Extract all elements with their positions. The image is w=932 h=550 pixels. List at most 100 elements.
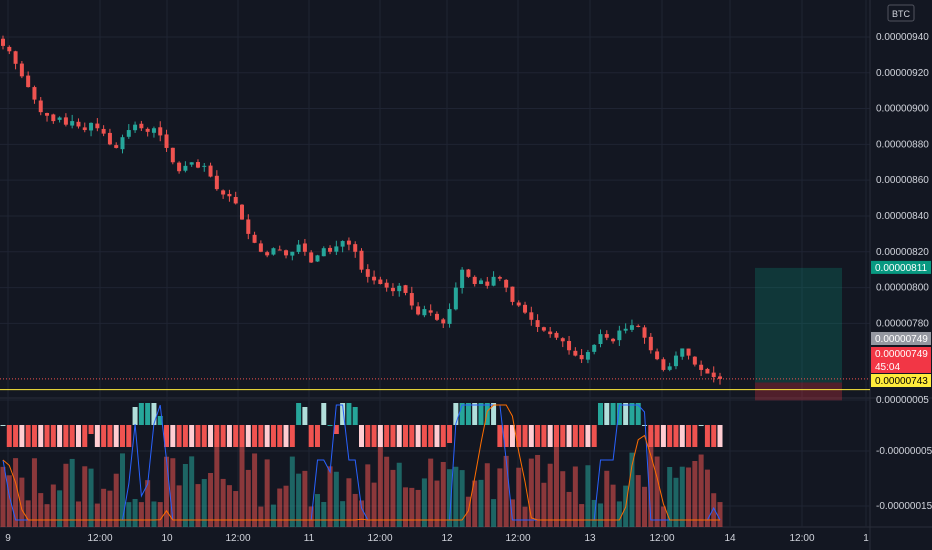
histogram-bar — [233, 425, 239, 447]
candle-body — [164, 134, 169, 148]
histogram-bar — [157, 416, 163, 425]
candle-body — [227, 193, 232, 197]
histogram-bar — [277, 425, 283, 447]
histogram-bar — [604, 403, 610, 425]
volume-bar — [327, 466, 333, 527]
histogram-bar — [252, 425, 258, 447]
histogram-bar — [57, 425, 63, 447]
candle-body — [359, 250, 364, 270]
volume-bar — [321, 501, 327, 527]
histogram-bar — [120, 425, 125, 447]
histogram-bar — [365, 425, 371, 447]
price-tick: 0.00000920 — [876, 68, 929, 79]
histogram-bar — [541, 425, 547, 447]
histogram-bar — [484, 403, 490, 425]
price-tick: 0.00000840 — [876, 211, 929, 222]
volume-bar — [585, 465, 591, 527]
candle-body — [284, 250, 289, 256]
volume-bar — [560, 471, 566, 527]
histogram-bar — [453, 403, 459, 425]
volume-bar — [75, 501, 81, 527]
candle-body — [479, 280, 483, 284]
histogram-bar — [384, 425, 390, 447]
volume-bar — [440, 461, 446, 527]
volume-bar — [384, 456, 390, 527]
histogram-bar — [132, 407, 138, 425]
volume-bar — [409, 487, 415, 527]
candle-body — [107, 132, 112, 145]
volume-bar — [692, 461, 698, 527]
volume-bar — [403, 487, 409, 527]
histogram-bar — [692, 425, 698, 447]
price-tags: 0.00000811 0.00000749 0.00000749 45:04 0.000… — [871, 260, 931, 387]
candle-body — [321, 248, 326, 257]
candle-body — [441, 319, 446, 324]
histogram-bar — [673, 425, 679, 447]
alert-line — [0, 378, 870, 391]
volume-bar — [629, 452, 635, 527]
volume-bar — [94, 503, 100, 527]
volume-bar — [535, 454, 541, 527]
volume-bar — [711, 493, 717, 527]
volume-bar — [277, 488, 283, 527]
histogram-bar — [101, 425, 107, 447]
volume-bar — [428, 458, 434, 527]
candle-body — [403, 285, 408, 293]
volume-bar — [359, 500, 364, 527]
candle-body — [516, 302, 521, 306]
histogram-bar — [679, 425, 685, 447]
volume-bar — [610, 484, 616, 527]
histogram-bar — [616, 403, 622, 425]
candle-body — [290, 251, 295, 256]
histogram-bar — [547, 425, 553, 447]
candle-body — [38, 100, 43, 113]
target-zone — [755, 267, 842, 383]
histogram-bar — [667, 425, 673, 447]
histogram-bar — [220, 425, 226, 447]
volume-bar — [434, 480, 440, 527]
candle-body — [642, 327, 647, 338]
candle-body — [529, 312, 534, 320]
candle-body — [598, 334, 603, 344]
histogram-bar — [283, 425, 289, 447]
histogram-bar — [491, 403, 497, 425]
price-tag-label: 0.00000749 — [875, 334, 928, 345]
macd-axis: 0.00000005 -0.00000005 -0.00000015 — [876, 395, 932, 512]
histogram-bar — [390, 425, 396, 447]
histogram-bar — [195, 425, 201, 447]
volume-bar — [497, 468, 503, 527]
price-tag — [871, 260, 931, 274]
histogram-bar — [321, 403, 327, 425]
volume-bar — [189, 456, 195, 527]
candle-body — [409, 293, 414, 306]
volume-bar — [371, 482, 377, 527]
histogram-bar — [717, 425, 723, 447]
volume-bar — [220, 478, 226, 527]
macd-tick: -0.00000015 — [876, 501, 932, 512]
volume-bar — [704, 469, 710, 527]
histogram-bar — [704, 425, 710, 447]
volume-bar — [176, 485, 182, 527]
candle-body — [158, 127, 163, 136]
histogram-bar — [434, 425, 440, 447]
volume-bar — [679, 466, 685, 527]
volume-bar — [296, 473, 302, 527]
histogram-bar — [82, 425, 88, 447]
price-tag — [871, 347, 931, 373]
candle-body — [277, 249, 282, 251]
histogram-bar — [113, 425, 119, 447]
histogram-bar — [19, 425, 25, 447]
volume-bar — [270, 504, 276, 527]
volume-bar — [289, 456, 295, 527]
histogram-bar — [371, 425, 377, 447]
histogram-bar — [509, 425, 515, 447]
volume-bar — [283, 485, 289, 527]
candle-body — [328, 247, 333, 252]
candle-body — [535, 320, 540, 327]
candle-body — [296, 244, 301, 252]
candle-body — [434, 313, 439, 320]
histogram-bar — [516, 425, 522, 447]
volume-bar — [50, 484, 56, 527]
histogram-bar — [164, 425, 170, 447]
